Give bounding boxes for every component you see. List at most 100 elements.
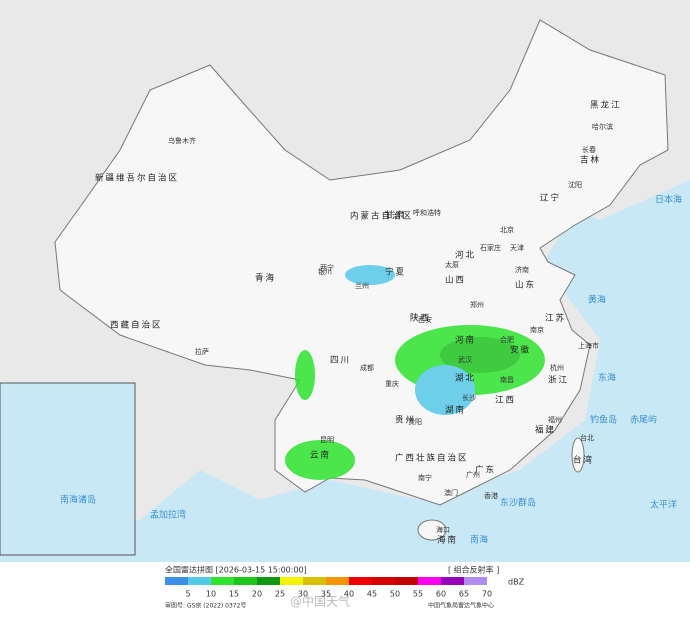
- province-label: 江苏: [545, 313, 566, 324]
- sea-label: 南海诸岛: [60, 494, 96, 506]
- legend-swatch: [280, 577, 303, 585]
- province-label: 青海: [255, 273, 276, 284]
- sea-label: 太平洋: [650, 499, 677, 511]
- legend-tick: 40: [344, 590, 354, 599]
- taiwan: [571, 437, 585, 473]
- city-label: 贵阳: [408, 417, 422, 426]
- south-china-sea-inset: [0, 382, 136, 556]
- province-label: 云南: [310, 450, 331, 461]
- sea-label: 日本海: [655, 194, 682, 206]
- sea-label: 东海: [598, 372, 616, 384]
- source: 中国气象局雷达气象中心: [428, 602, 494, 610]
- city-label: 杭州: [550, 363, 564, 372]
- province-label: 陕西: [410, 313, 431, 324]
- city-label: 重庆: [385, 379, 399, 388]
- city-label: 合肥: [500, 335, 514, 344]
- city-label: 台北: [580, 433, 594, 442]
- legend-swatch: [326, 577, 349, 585]
- city-label: 哈尔滨: [592, 122, 613, 131]
- city-label: 西宁: [320, 263, 334, 272]
- province-label: 贵州: [395, 415, 416, 426]
- footer: [0, 562, 690, 618]
- legend-swatch: [234, 577, 257, 585]
- city-label: 太原: [445, 260, 459, 269]
- city-label: 香港: [484, 491, 498, 500]
- province-label: 广东: [475, 465, 496, 476]
- province-label: 浙江: [548, 375, 569, 386]
- city-label: 澳门: [444, 488, 458, 497]
- province-label: 四川: [330, 356, 351, 366]
- sea-label: 东沙群岛: [500, 497, 536, 509]
- city-label: 沈阳: [568, 180, 582, 189]
- city-label: 拉萨: [195, 347, 209, 356]
- province-label: 山西: [445, 275, 466, 286]
- legend-swatch: [349, 577, 372, 585]
- sea-label: 孟加拉湾: [150, 509, 186, 521]
- city-label: 昆明: [320, 436, 334, 444]
- province-label: 台湾: [573, 455, 594, 466]
- legend-tick: 45: [367, 590, 377, 599]
- city-label: 广州: [466, 470, 480, 479]
- legend-tick: 60: [436, 590, 446, 599]
- province-label: 西藏自治区: [110, 320, 163, 331]
- legend-tick: 50: [390, 590, 400, 599]
- city-label: 南京: [530, 325, 544, 334]
- legend-tick: 55: [413, 590, 423, 599]
- province-label: 黑龙江: [590, 100, 622, 111]
- legend-tick: 25: [275, 590, 285, 599]
- city-label: 石家庄: [480, 243, 501, 252]
- province-label: 甘肃: [385, 210, 406, 221]
- province-label: 新疆维吾尔自治区: [95, 173, 179, 184]
- legend-swatch: [441, 577, 464, 585]
- legend-swatch: [464, 577, 487, 585]
- province-label: 安徽: [510, 345, 531, 356]
- legend-swatch: [165, 577, 188, 585]
- legend-tick: 10: [206, 590, 216, 599]
- province-label: 辽宁: [540, 193, 561, 204]
- province-label: 宁夏: [385, 267, 406, 278]
- city-label: 呼和浩特: [413, 208, 441, 217]
- city-label: 兰州: [355, 281, 369, 290]
- legend-tick: 20: [252, 590, 262, 599]
- sea-label: 黄海: [588, 294, 606, 306]
- legend-swatch: [418, 577, 441, 585]
- legend-swatch: [395, 577, 418, 585]
- city-label: 济南: [515, 265, 529, 274]
- province-label: 吉林: [580, 155, 601, 166]
- legend-swatch: [303, 577, 326, 585]
- watermark: @中国天气: [290, 594, 350, 609]
- province-label: 海南: [437, 535, 458, 546]
- province-label: 河南: [455, 335, 476, 346]
- legend-tick: 35: [321, 590, 331, 599]
- city-label: 福州: [548, 415, 562, 424]
- city-label: 郑州: [470, 301, 484, 309]
- legend-swatch: [257, 577, 280, 585]
- province-label: 湖南: [445, 405, 466, 416]
- legend-swatch: [372, 577, 395, 585]
- city-label: 乌鲁木齐: [168, 136, 196, 145]
- legend-unit: dBZ: [508, 578, 525, 587]
- legend-tick: 65: [459, 590, 469, 599]
- legend-tick: 30: [298, 590, 308, 599]
- sea-label: 南海: [470, 534, 488, 546]
- legend-title: 全国雷达拼图 [2026-03-15 15:00:00]: [165, 565, 307, 575]
- hainan: [417, 519, 447, 541]
- province-label: 江西: [495, 396, 516, 406]
- city-label: 成都: [360, 363, 374, 372]
- radar-echoes: [285, 265, 545, 480]
- legend-swatch: [211, 577, 234, 585]
- city-label: 长春: [582, 145, 596, 154]
- legend-swatch: [188, 577, 211, 585]
- province-label: 湖北: [455, 374, 476, 384]
- legend-tick: 15: [229, 590, 239, 599]
- city-label: 天津: [510, 244, 524, 252]
- sea-label: 赤尾屿: [630, 415, 657, 426]
- city-label: 南昌: [500, 375, 514, 384]
- province-label: 广西壮族自治区: [395, 453, 469, 464]
- province-label: 内蒙古自治区: [350, 211, 413, 222]
- city-label: 银川: [318, 267, 332, 276]
- city-label: 西安: [418, 315, 432, 324]
- legend-tick: 70: [482, 590, 492, 599]
- approval: 审图号: GS京 (2022) 0372号: [165, 602, 246, 610]
